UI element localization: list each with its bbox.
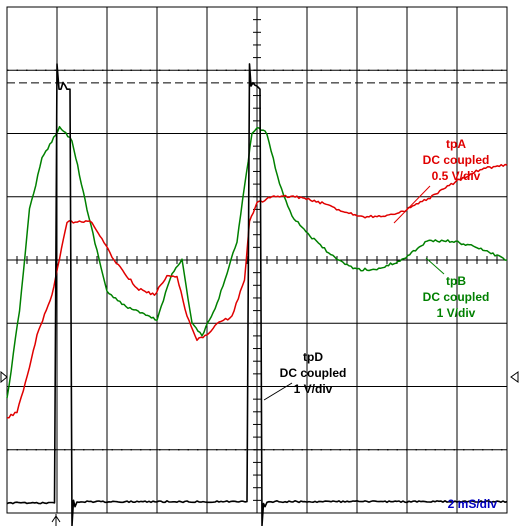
tpD-label-line-2: DC coupled (280, 366, 347, 380)
traces (6, 63, 508, 526)
trace-tpB (6, 125, 508, 399)
timebase-label: 2 mS/div (448, 497, 498, 511)
tpB-label-pointer (425, 257, 445, 275)
left-ground-marker-icon (0, 370, 8, 384)
tpD-label-line-1: tpD (303, 350, 323, 364)
tpB-label-line-3: 1 V/div (437, 306, 476, 320)
trigger-marker-icon (51, 514, 61, 526)
tpA-label-line-1: tpA (446, 137, 466, 151)
tpD-label-line-3: 1 V/div (294, 382, 333, 396)
tpB-label-line-2: DC coupled (423, 290, 490, 304)
trace-tpD (6, 63, 508, 526)
tpB-label-line-1: tpB (446, 274, 466, 288)
tpD-label: tpD DC coupled 1 V/div (280, 350, 347, 396)
tpD-label-pointer (263, 382, 293, 401)
tpB-label: tpB DC coupled 1 V/div (423, 274, 490, 320)
tpA-label-line-2: DC coupled (423, 153, 490, 167)
graticule (6, 6, 508, 514)
tpA-label: tpA DC coupled 0.5 V/div (423, 137, 490, 183)
tpA-label-pointer (393, 185, 431, 224)
tpA-label-line-3: 0.5 V/div (432, 169, 481, 183)
right-ground-marker-icon (510, 371, 519, 383)
